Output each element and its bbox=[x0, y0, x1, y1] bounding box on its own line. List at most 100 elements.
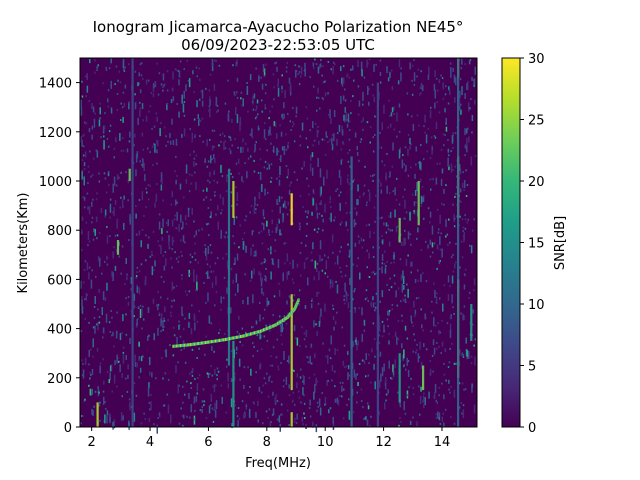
noise-speck bbox=[258, 128, 260, 130]
noise-speck bbox=[322, 81, 324, 84]
noise-speck bbox=[464, 214, 466, 217]
noise-speck bbox=[210, 404, 212, 406]
noise-speck bbox=[89, 388, 92, 395]
signal-streak bbox=[422, 365, 425, 391]
noise-speck bbox=[82, 369, 85, 379]
noise-speck bbox=[252, 230, 254, 233]
noise-speck bbox=[84, 121, 86, 124]
noise-speck bbox=[202, 140, 204, 143]
noise-speck bbox=[302, 206, 304, 208]
noise-speck bbox=[409, 420, 412, 425]
noise-speck bbox=[294, 64, 297, 67]
noise-speck bbox=[91, 408, 93, 415]
noise-speck bbox=[323, 138, 325, 141]
noise-speck bbox=[185, 222, 188, 225]
noise-speck bbox=[379, 267, 381, 270]
noise-speck bbox=[139, 109, 141, 117]
noise-speck bbox=[310, 362, 313, 365]
noise-speck bbox=[112, 183, 114, 193]
noise-speck bbox=[466, 128, 468, 134]
noise-speck bbox=[194, 252, 196, 255]
noise-speck bbox=[439, 214, 441, 224]
noise-speck bbox=[441, 382, 443, 385]
noise-speck bbox=[447, 148, 450, 153]
noise-speck bbox=[423, 343, 425, 348]
noise-speck bbox=[213, 179, 215, 182]
noise-speck bbox=[253, 93, 256, 99]
noise-speck bbox=[404, 169, 407, 172]
noise-speck bbox=[161, 179, 163, 185]
noise-speck bbox=[80, 280, 82, 289]
noise-speck bbox=[181, 414, 184, 417]
noise-speck bbox=[263, 377, 266, 380]
noise-speck bbox=[381, 160, 383, 163]
noise-speck bbox=[86, 85, 89, 93]
noise-speck bbox=[201, 406, 204, 409]
noise-speck bbox=[150, 394, 152, 396]
noise-speck bbox=[108, 183, 110, 186]
noise-speck bbox=[243, 232, 246, 235]
noise-speck bbox=[155, 377, 157, 380]
noise-speck bbox=[86, 73, 88, 80]
noise-speck bbox=[310, 303, 313, 309]
noise-speck bbox=[178, 223, 180, 232]
noise-speck bbox=[178, 422, 181, 425]
noise-speck bbox=[293, 171, 296, 174]
noise-speck bbox=[111, 334, 113, 337]
noise-speck bbox=[103, 380, 105, 385]
noise-speck bbox=[452, 270, 455, 273]
noise-speck bbox=[256, 350, 259, 352]
noise-speck bbox=[269, 126, 271, 135]
noise-speck bbox=[398, 203, 401, 206]
noise-speck bbox=[126, 148, 129, 153]
noise-speck bbox=[366, 419, 369, 426]
noise-speck bbox=[170, 99, 173, 104]
noise-speck bbox=[291, 278, 294, 281]
noise-speck bbox=[234, 94, 237, 97]
noise-speck bbox=[254, 196, 256, 206]
colorbar-tick-label: 15 bbox=[528, 237, 545, 252]
noise-speck bbox=[464, 388, 467, 391]
noise-speck bbox=[339, 223, 342, 226]
noise-speck bbox=[108, 171, 110, 173]
y-tick-label: 400 bbox=[47, 323, 72, 338]
noise-speck bbox=[310, 251, 313, 254]
noise-speck bbox=[170, 314, 172, 317]
noise-speck bbox=[191, 174, 193, 177]
noise-speck bbox=[372, 302, 375, 308]
noise-speck bbox=[396, 304, 399, 307]
noise-speck bbox=[102, 390, 105, 393]
noise-speck bbox=[88, 266, 91, 269]
noise-speck bbox=[171, 236, 174, 246]
noise-speck bbox=[186, 293, 188, 296]
noise-speck bbox=[195, 182, 197, 190]
noise-speck bbox=[438, 228, 440, 231]
noise-speck bbox=[231, 144, 233, 147]
noise-speck bbox=[391, 377, 393, 380]
noise-speck bbox=[433, 135, 436, 137]
noise-speck bbox=[320, 200, 322, 206]
noise-speck bbox=[88, 171, 90, 174]
noise-speck bbox=[163, 325, 165, 328]
noise-speck bbox=[311, 211, 313, 216]
noise-speck bbox=[242, 300, 244, 304]
noise-speck bbox=[143, 412, 145, 415]
noise-speck bbox=[302, 423, 304, 426]
noise-speck bbox=[345, 365, 348, 368]
noise-speck bbox=[273, 86, 275, 89]
noise-speck bbox=[448, 379, 450, 384]
colorbar-tick-label: 5 bbox=[528, 360, 536, 375]
noise-speck bbox=[238, 358, 241, 367]
noise-speck bbox=[191, 207, 193, 215]
noise-speck bbox=[347, 174, 349, 177]
noise-speck bbox=[221, 396, 223, 404]
noise-speck bbox=[265, 324, 267, 327]
noise-speck bbox=[280, 155, 282, 162]
noise-speck bbox=[209, 73, 212, 76]
noise-speck bbox=[90, 374, 92, 377]
noise-speck bbox=[273, 121, 276, 127]
noise-speck bbox=[325, 370, 327, 373]
noise-speck bbox=[251, 326, 253, 329]
noise-speck bbox=[427, 127, 429, 130]
noise-speck bbox=[327, 92, 329, 94]
